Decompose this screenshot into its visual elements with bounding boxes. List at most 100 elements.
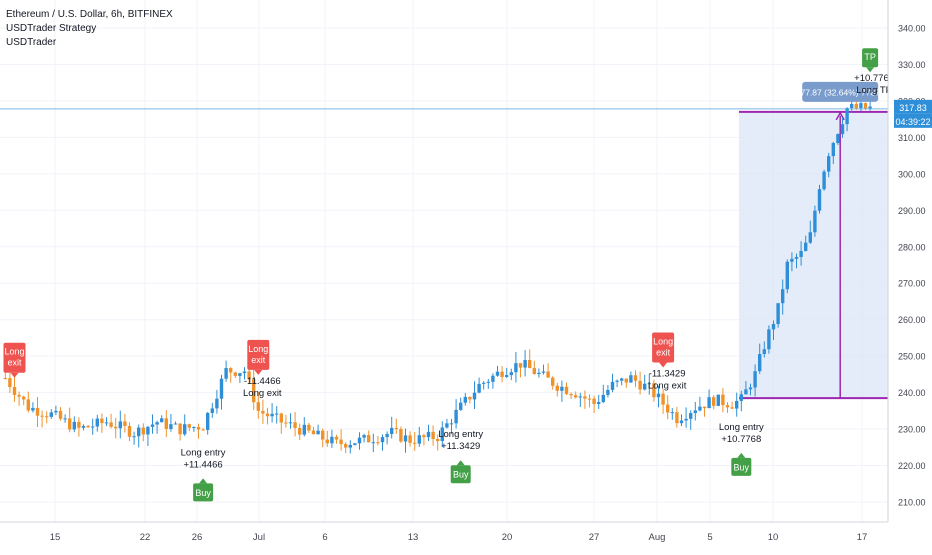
candle-body: [597, 402, 601, 404]
candle-body: [3, 378, 7, 380]
candle-body: [817, 189, 822, 211]
price-tick-label: 210.00: [898, 498, 926, 508]
candle-body: [440, 427, 444, 442]
candle-body: [569, 394, 573, 396]
candle-body: [146, 426, 150, 435]
candle-body: [730, 407, 734, 409]
candle-body: [376, 442, 380, 444]
candle-body: [675, 412, 679, 424]
measure-label-text: 77.87 (32.64%) 7787: [800, 87, 880, 97]
candle-body: [482, 382, 486, 384]
candle-body: [206, 412, 210, 430]
candle-body: [638, 380, 642, 390]
candle-body: [403, 435, 408, 442]
candle-body: [739, 394, 743, 401]
candle-body: [307, 424, 311, 431]
buy-badge: [731, 457, 752, 476]
candle-body: [762, 349, 766, 354]
candle-body: [284, 422, 288, 424]
candle-body: [827, 156, 831, 172]
candle-body: [509, 372, 513, 376]
candle-body: [836, 134, 840, 144]
candle-body: [574, 395, 578, 398]
candle-body: [661, 393, 665, 405]
candle-body: [459, 402, 463, 410]
candle-body: [486, 381, 490, 383]
candle-body: [298, 427, 302, 435]
candle-body: [35, 407, 40, 416]
time-tick-label: 26: [192, 532, 203, 543]
last-price-text: 317.83: [899, 103, 927, 113]
candle-body: [91, 426, 95, 428]
candle-body: [583, 396, 587, 399]
tp-badge-arrow: [866, 67, 875, 73]
candle-body: [160, 418, 164, 423]
trade-text: Long exit: [243, 388, 282, 399]
candle-body: [215, 398, 219, 409]
candle-body: [270, 413, 274, 417]
time-axis: [0, 522, 932, 550]
candle-body: [629, 375, 633, 383]
candle-body: [500, 371, 504, 377]
candle-body: [49, 412, 53, 417]
candle-body: [808, 232, 812, 243]
measure-label-bg: [802, 81, 879, 102]
candle-body: [528, 360, 532, 369]
time-tick-label: 13: [408, 532, 419, 543]
candle-body: [192, 427, 196, 429]
price-tick-label: 300.00: [898, 169, 926, 179]
candle-body: [201, 429, 205, 431]
last-price-badge: [894, 99, 932, 114]
candle-body: [183, 424, 187, 435]
exit-badge-text: Long: [4, 347, 24, 357]
time-tick-label: 17: [857, 532, 868, 543]
candle-body: [380, 437, 385, 443]
candle-body: [417, 435, 421, 444]
candle-body: [505, 375, 509, 377]
candle-body: [86, 425, 90, 428]
time-tick-label: Aug: [649, 532, 666, 543]
candle-body: [275, 413, 279, 415]
candle-body: [394, 427, 398, 430]
tp-badge-text: TP: [864, 52, 876, 62]
candle-body: [169, 424, 173, 429]
trade-text: Long TP: [856, 85, 892, 96]
candle-body: [716, 394, 720, 406]
candle-body: [831, 143, 835, 157]
trade-marker-entry: Long entry+10.7768 Buy: [719, 422, 764, 476]
buy-badge-arrow: [456, 460, 465, 466]
candle-body: [413, 442, 417, 444]
candle-body: [77, 421, 81, 428]
candle-body: [178, 423, 182, 435]
candle-body: [725, 405, 730, 408]
candle-body: [173, 423, 178, 425]
candle-body: [114, 426, 118, 429]
candle-body: [261, 410, 265, 414]
candle-body: [468, 396, 472, 400]
trade-text: Long entry: [438, 429, 483, 440]
candle-body: [54, 410, 58, 413]
candle-body: [344, 444, 348, 448]
candle-body: [399, 429, 403, 442]
candle-body: [564, 386, 569, 395]
tp-badge: [862, 48, 879, 68]
candle-body: [229, 368, 233, 373]
exit-badge-arrow: [254, 369, 263, 375]
candle-body: [551, 377, 555, 386]
trade-text: Long exit: [648, 381, 687, 392]
candle-body: [431, 431, 435, 440]
candle-body: [436, 439, 440, 442]
candle-body: [684, 418, 688, 421]
candle-body: [666, 404, 670, 413]
candle-body: [242, 371, 247, 374]
candle-body: [123, 421, 127, 427]
candle-body: [744, 389, 748, 395]
candle-body: [702, 406, 707, 409]
candle-body: [104, 422, 109, 424]
candle-body: [785, 261, 789, 290]
candle-body: [22, 396, 26, 400]
